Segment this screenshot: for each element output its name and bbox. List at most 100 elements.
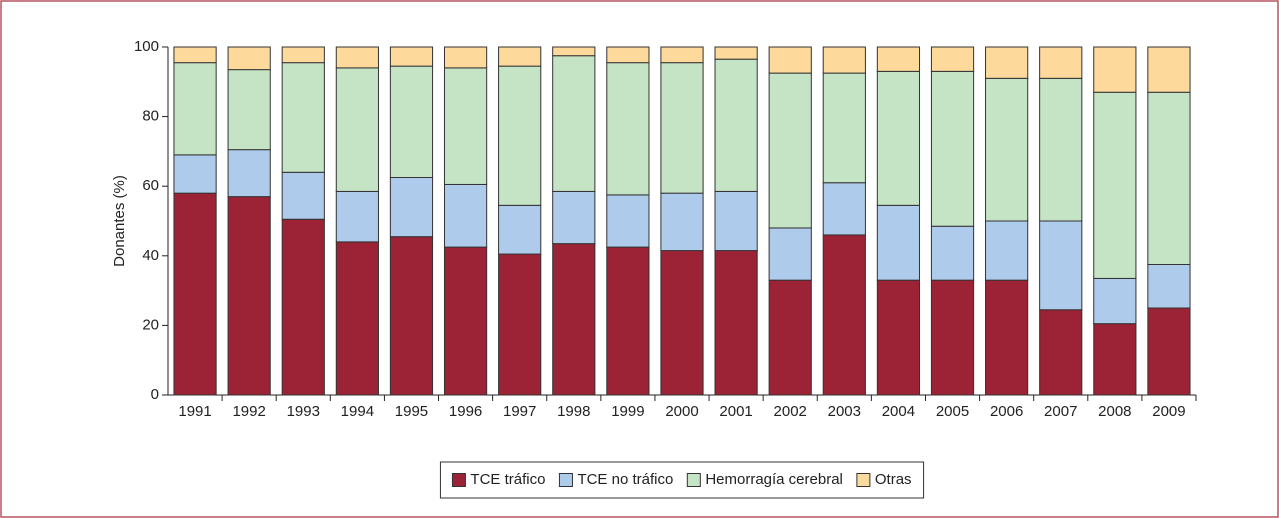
bar-segment [173, 46, 217, 64]
x-tick-label: 2008 [1098, 403, 1131, 420]
bar-segment [498, 253, 542, 396]
bar-segment [552, 190, 596, 245]
legend-label: TCE tráfico [470, 471, 545, 488]
legend-swatch [558, 473, 573, 487]
bar-segment [335, 190, 379, 243]
y-tick-label: 60 [142, 177, 159, 194]
bar-segment [227, 69, 271, 151]
bar-segment [552, 243, 596, 396]
bar-segment [768, 72, 812, 229]
x-tick-label: 2005 [936, 403, 969, 420]
bar-segment [389, 46, 434, 67]
legend-swatch [856, 473, 871, 487]
bar-segment [822, 46, 866, 74]
x-tick-label: 2003 [828, 403, 861, 420]
bar-segment [281, 218, 325, 396]
bar-segment [822, 234, 866, 396]
bar-segment [606, 62, 650, 196]
bar-segment [498, 46, 542, 67]
bar-segment [498, 65, 542, 206]
bar-segment [876, 204, 921, 281]
legend-swatch [686, 473, 701, 487]
x-tick-label: 1999 [611, 403, 644, 420]
bar-segment [1093, 277, 1137, 325]
bar-segment [552, 46, 596, 57]
x-tick-label: 1996 [449, 403, 482, 420]
bar-segment [606, 194, 650, 248]
bar-segment [714, 190, 758, 252]
bar-segment [876, 70, 921, 206]
bar-segment [606, 46, 650, 64]
x-tick-label: 1993 [287, 403, 320, 420]
bar-segment [389, 177, 434, 238]
bar-segment [822, 72, 866, 184]
bar-segment [227, 196, 271, 396]
bar-segment [606, 246, 650, 396]
x-tick-label: 1994 [341, 403, 374, 420]
bar-segment [930, 225, 975, 281]
bar-segment [443, 183, 488, 248]
bar-segment [714, 46, 758, 60]
x-tick-label: 2001 [719, 403, 752, 420]
y-axis-label: Donantes (%) [111, 175, 128, 267]
x-tick-label: 2006 [990, 403, 1023, 420]
bar-segment [281, 171, 325, 220]
legend-label: Hemorragía cerebral [705, 471, 843, 488]
x-tick-label: 1991 [178, 403, 211, 420]
bar-segment [985, 279, 1029, 396]
x-tick-label: 2002 [774, 403, 807, 420]
bar-segment [1039, 46, 1083, 79]
legend-swatch [451, 473, 466, 487]
x-tick-label: 2007 [1044, 403, 1077, 420]
bar-segment [389, 236, 434, 396]
bar-segment [227, 46, 271, 71]
bar-segment [985, 46, 1029, 79]
bar-segment [443, 67, 488, 185]
bar-segment [660, 250, 704, 396]
bar-segment [660, 62, 704, 194]
bar-segment [876, 46, 921, 72]
bar-segment [768, 279, 812, 396]
bar-segment [1093, 91, 1137, 279]
bar-segment [822, 182, 866, 236]
x-tick-label: 2000 [665, 403, 698, 420]
y-tick-label: 0 [151, 386, 159, 403]
bar-segment [335, 46, 379, 69]
bar-segment [389, 65, 434, 178]
bar-segment [1147, 264, 1191, 309]
bar-segment [1093, 323, 1137, 396]
bar-segment [443, 46, 488, 69]
bar-segment [281, 62, 325, 173]
bar-segment [173, 154, 217, 194]
bar-segment [335, 241, 379, 396]
x-tick-label: 1995 [395, 403, 428, 420]
bar-segment [985, 77, 1029, 222]
legend-box [439, 461, 925, 499]
bar-segment [660, 46, 704, 64]
bar-segment [227, 149, 271, 198]
bar-segment [498, 204, 542, 255]
y-tick-label: 80 [142, 108, 159, 125]
bar-segment [1093, 46, 1137, 93]
x-tick-label: 1998 [557, 403, 590, 420]
bar-segment [768, 46, 812, 74]
bar-segment [281, 46, 325, 64]
bar-segment [714, 250, 758, 396]
bar-segment [930, 46, 975, 72]
bar-segment [443, 246, 488, 396]
legend-label: TCE no tráfico [577, 471, 673, 488]
bar-segment [1039, 309, 1083, 396]
bar-segment [335, 67, 379, 192]
bar-segment [660, 192, 704, 252]
bar-segment [1039, 220, 1083, 311]
bar-segment [876, 279, 921, 396]
bar-segment [1147, 307, 1191, 396]
y-tick-label: 20 [142, 316, 159, 333]
bar-segment [552, 55, 596, 192]
bar-segment [1147, 46, 1191, 93]
x-tick-label: 2009 [1152, 403, 1185, 420]
bar-segment [1039, 77, 1083, 222]
bar-segment [173, 62, 217, 156]
